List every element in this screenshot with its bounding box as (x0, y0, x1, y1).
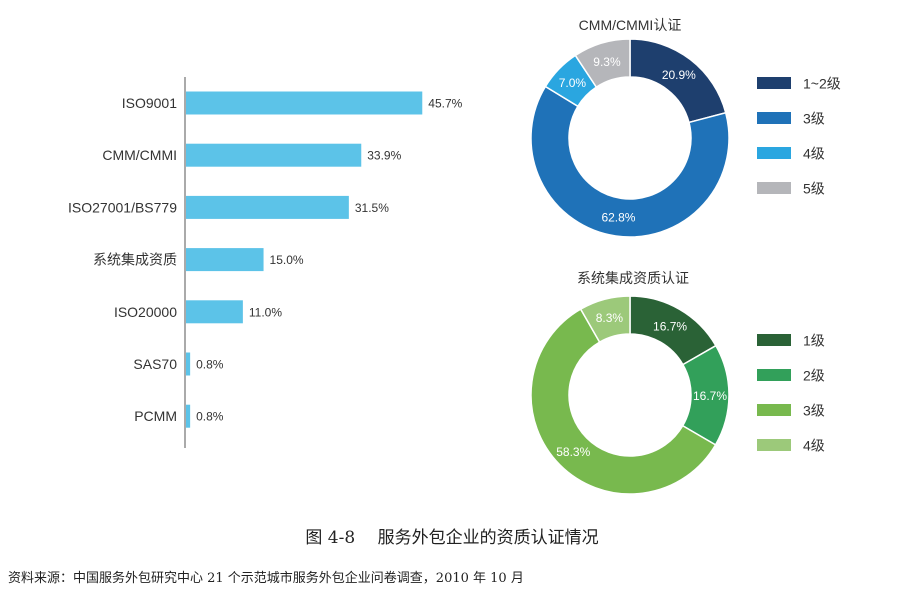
legend-label: 2级 (803, 368, 825, 384)
legend-swatch (757, 404, 791, 416)
donut-integration-title: 系统集成资质认证 (577, 270, 689, 286)
figure-caption: 图 4-8 服务外包企业的资质认证情况 (305, 528, 599, 548)
bar-category-label: SAS70 (133, 356, 177, 372)
donut-cmmi-title: CMM/CMMI认证 (579, 17, 682, 33)
bar-value-label: 11.0% (249, 305, 282, 319)
bar (186, 143, 362, 167)
bar (186, 195, 349, 219)
legend-label: 3级 (803, 403, 825, 419)
source-note: 资料来源：中国服务外包研究中心 21 个示范城市服务外包企业问卷调查，2010 … (8, 571, 524, 586)
legend-swatch (757, 147, 791, 159)
legend-label: 4级 (803, 146, 825, 162)
donut-slice-label: 20.9% (662, 68, 696, 82)
bar-category-label: CMM/CMMI (102, 147, 177, 163)
bar (186, 300, 243, 324)
bar-category-label: ISO9001 (122, 95, 177, 111)
legend-label: 4级 (803, 438, 825, 454)
bar-value-label: 15.0% (270, 253, 304, 267)
donut-slice (530, 308, 717, 495)
bar (186, 352, 191, 376)
donut-chart-integration: 系统集成资质认证 16.7% 16.7% 58.3% 8.3% 1级 2级 3级 4级 (530, 270, 825, 495)
legend-swatch (757, 112, 791, 124)
legend-swatch (757, 77, 791, 89)
bar-category-label: 系统集成资质 (93, 252, 177, 268)
bar-chart: ISO9001 45.7% CMM/CMMI 33.9% ISO27001/BS779 3… (68, 77, 463, 448)
donut-slice-label: 62.8% (601, 211, 635, 225)
bar-value-label: 31.5% (355, 201, 389, 215)
legend-swatch (757, 334, 791, 346)
donut-chart-cmmi: CMM/CMMI认证 20.9% 62.8% 7.0% 9.3% 1~2级 3级 4级 5级 (530, 17, 841, 238)
legend-label: 1~2级 (803, 76, 841, 92)
legend-label: 1级 (803, 333, 825, 349)
donut-slice-label: 58.3% (556, 445, 590, 459)
legend-swatch (757, 369, 791, 381)
donut-slice-label: 16.7% (693, 389, 727, 403)
donut-slice (530, 85, 730, 238)
bar-category-label: PCMM (134, 408, 177, 424)
bar-value-label: 45.7% (428, 97, 462, 111)
bar (186, 91, 423, 115)
bar (186, 248, 264, 272)
donut-slice-label: 7.0% (559, 76, 587, 90)
bar (186, 404, 191, 428)
bar-category-label: ISO27001/BS779 (68, 199, 177, 215)
bar-value-label: 0.8% (196, 410, 224, 424)
bar-value-label: 0.8% (196, 358, 224, 372)
legend-swatch (757, 182, 791, 194)
donut-slice (579, 295, 631, 344)
donut-slice-label: 9.3% (593, 55, 621, 69)
legend-label: 5级 (803, 181, 825, 197)
donut-slice-label: 16.7% (653, 319, 687, 333)
legend-swatch (757, 439, 791, 451)
legend-label: 3级 (803, 111, 825, 127)
bar-category-label: ISO20000 (114, 304, 177, 320)
bar-value-label: 33.9% (367, 149, 401, 163)
donut-slice (574, 38, 631, 89)
donut-slice-label: 8.3% (596, 311, 624, 325)
